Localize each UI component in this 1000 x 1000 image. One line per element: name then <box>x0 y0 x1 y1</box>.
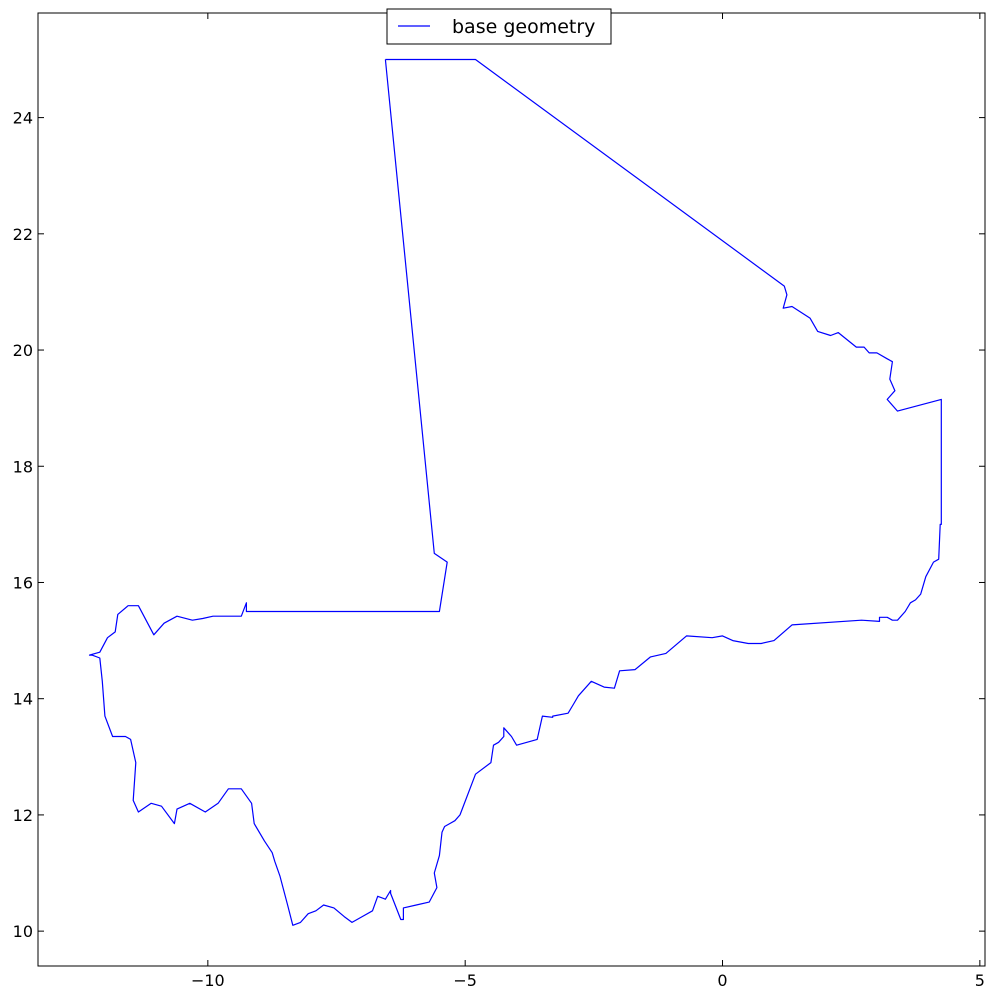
legend-box <box>386 8 612 45</box>
series-line-base-geometry <box>88 58 942 926</box>
x-tick-label: 0 <box>717 971 727 990</box>
x-tick-label: 5 <box>975 971 985 990</box>
y-tick-label: 18 <box>13 457 33 476</box>
axis-ticks: −10 −5 0 5 10 12 14 16 18 20 22 24 <box>13 13 985 990</box>
y-tick-label: 24 <box>13 109 33 128</box>
series-layer <box>88 58 942 926</box>
y-tick-label: 10 <box>13 922 33 941</box>
x-tick-label: −5 <box>453 971 477 990</box>
y-tick-label: 22 <box>13 225 33 244</box>
legend: base geometry <box>386 8 612 45</box>
y-tick-label: 16 <box>13 573 33 592</box>
x-tick-label: −10 <box>191 971 225 990</box>
y-tick-label: 14 <box>13 690 33 709</box>
y-tick-label: 20 <box>13 341 33 360</box>
legend-label: base geometry <box>452 16 595 38</box>
y-tick-label: 12 <box>13 806 33 825</box>
